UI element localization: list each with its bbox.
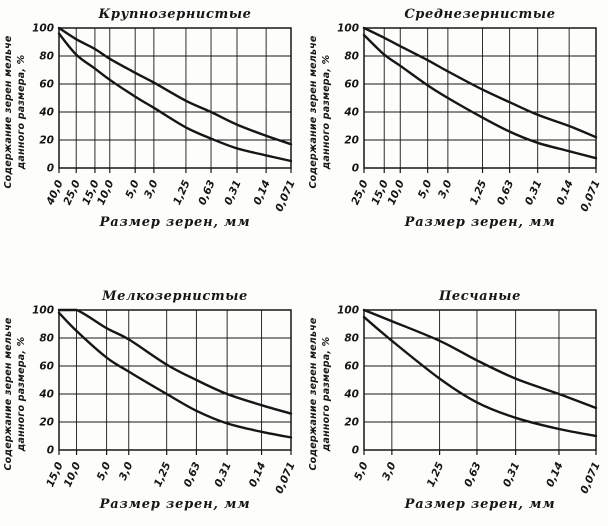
- y-tick-label: 80: [39, 333, 54, 345]
- x-tick-label: 5,0: [123, 178, 142, 200]
- x-tick-label: 3,0: [380, 460, 399, 482]
- y-tick-label: 80: [344, 51, 359, 63]
- y-tick-label: 80: [344, 333, 359, 345]
- y-tick-label: 0: [47, 163, 54, 175]
- chart-sandy-canvas: 5,0 3,0 1,25 0,63 0,31 0,14 0,071 0 20 40 60 80 100 С…: [308, 289, 603, 512]
- y-axis-label-line1: Содержание зерен мельче: [3, 317, 14, 470]
- y-tick-label: 100: [32, 23, 54, 35]
- x-tick-label: 0,071: [578, 460, 602, 495]
- x-tick-label: 5,0: [416, 178, 435, 200]
- x-tick-label: 10,0: [62, 460, 84, 489]
- x-tick-label: 0,31: [222, 178, 244, 207]
- chart-title: Крупнозернистые: [97, 7, 251, 22]
- chart-fine-grained-canvas: 15,010,0 5,0 3,0 1,25 0,63 0,31 0,14 0,07102040…: [3, 289, 298, 512]
- chart-title: Песчаные: [438, 289, 521, 304]
- x-tick-label: 1,25: [425, 460, 447, 489]
- y-axis-label-line1: Содержание зерен мельче: [308, 35, 319, 188]
- x-axis-label: Размер зерен, мм: [99, 497, 251, 512]
- x-axis-label: Размер зерен, мм: [404, 215, 556, 230]
- x-tick-label: 3,0: [436, 178, 455, 200]
- plot-border: [58, 27, 292, 169]
- chart-coarse-grained-canvas: 40,025,015,010,0 5,0 3,0 1,25 0,63 0,31 0,14 0,…: [3, 7, 298, 230]
- y-tick-label: 20: [39, 417, 54, 429]
- lower-envelope-curve: [57, 32, 293, 163]
- upper-envelope-curve: [57, 308, 293, 415]
- y-tick-label: 60: [344, 361, 359, 373]
- x-tick-label: 1,25: [468, 178, 490, 207]
- upper-envelope-curve: [362, 308, 598, 410]
- lower-envelope-curve: [57, 311, 293, 439]
- y-tick-label: 60: [39, 361, 54, 373]
- chart-coarse-grained: 40,0 25,0 15,0 10,0 5,0 3,0 1,25 0,63 0,31 0,14 0,…: [1, 2, 301, 240]
- y-tick-label: 20: [39, 135, 54, 147]
- plot-border: [363, 309, 597, 451]
- y-tick-label: 20: [344, 417, 359, 429]
- x-tick-label: 0,14: [544, 460, 566, 489]
- upper-envelope-curve: [362, 26, 598, 139]
- y-tick-label: 100: [32, 305, 54, 317]
- x-tick-label: 0,071: [273, 460, 297, 495]
- x-tick-label: 25,0: [349, 178, 371, 207]
- x-tick-label: 0,31: [501, 460, 523, 489]
- x-axis-label: Размер зерен, мм: [404, 497, 556, 512]
- chart-sandy: 5,0 3,0 1,25 0,63 0,31 0,14 0,071 0 20 40 60 80 100 С…: [306, 284, 606, 522]
- lower-envelope-curve: [362, 315, 598, 438]
- x-tick-label: 0,14: [247, 460, 269, 489]
- y-tick-label: 80: [39, 51, 54, 63]
- y-tick-label: 60: [344, 79, 359, 91]
- plot-border: [58, 309, 292, 451]
- x-tick-label: 1,25: [152, 460, 174, 489]
- chart-title: Среднезернистые: [404, 7, 555, 22]
- x-tick-label: 1,25: [171, 178, 193, 207]
- x-tick-label: 3,0: [142, 178, 161, 200]
- x-axis-label: Размер зерен, мм: [99, 215, 251, 230]
- y-axis-label-line2: данного размера, %: [16, 55, 27, 171]
- x-tick-label: 0,63: [495, 178, 517, 207]
- y-axis-label-line2: данного размера, %: [16, 337, 27, 453]
- x-tick-label: 0,071: [578, 178, 602, 213]
- y-tick-label: 20: [344, 135, 359, 147]
- y-axis-label-line2: данного размера, %: [321, 55, 332, 171]
- x-tick-label: 3,0: [117, 460, 136, 482]
- y-axis-label-line2: данного размера, %: [321, 337, 332, 453]
- y-tick-label: 100: [337, 23, 359, 35]
- x-tick-label: 0,14: [554, 178, 576, 207]
- plot-border: [363, 27, 597, 169]
- y-tick-label: 40: [38, 107, 54, 119]
- y-tick-label: 0: [47, 445, 54, 457]
- y-tick-label: 40: [38, 389, 54, 401]
- y-axis-label-line1: Содержание зерен мельче: [3, 35, 14, 188]
- x-tick-label: 0,31: [212, 460, 234, 489]
- x-tick-label: 5,0: [352, 460, 371, 482]
- x-tick-label: 5,0: [95, 460, 114, 482]
- y-tick-label: 100: [337, 305, 359, 317]
- y-tick-label: 0: [352, 445, 359, 457]
- chart-medium-grained-canvas: 25,015,010,0 5,0 3,0 1,25 0,63 0,31 0,14 0,0710…: [308, 7, 603, 230]
- lower-envelope-curve: [362, 33, 598, 160]
- x-tick-label: 0,31: [523, 178, 545, 207]
- y-tick-label: 40: [343, 389, 359, 401]
- upper-envelope-curve: [57, 26, 293, 146]
- chart-medium-grained: 25,0 15,0 10,0 5,0 3,0 1,25 0,63 0,31 0,14 0,071 0…: [306, 2, 606, 240]
- x-tick-label: 0,63: [462, 460, 484, 489]
- y-axis-label-line1: Содержание зерен мельче: [308, 317, 319, 470]
- chart-fine-grained: 15,0 10,0 5,0 3,0 1,25 0,63 0,31 0,14 0,071 0 20 40…: [1, 284, 301, 522]
- x-tick-label: 0,071: [273, 178, 297, 213]
- y-tick-label: 0: [352, 163, 359, 175]
- x-tick-label: 0,63: [182, 460, 204, 489]
- x-tick-label: 0,14: [251, 178, 273, 207]
- x-tick-label: 0,63: [196, 178, 218, 207]
- chart-title: Мелкозернистые: [101, 289, 248, 304]
- y-tick-label: 60: [39, 79, 54, 91]
- y-tick-label: 40: [343, 107, 359, 119]
